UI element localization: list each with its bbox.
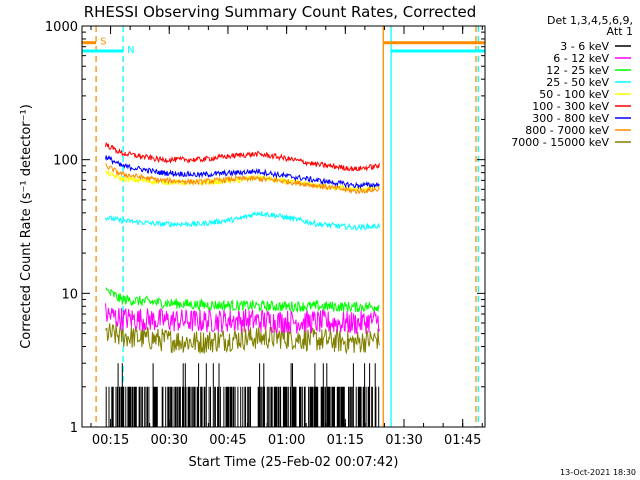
series-6-12-kev: [105, 303, 380, 335]
legend-entry-label: 12 - 25 keV: [546, 64, 609, 77]
y-tick-label: 1: [70, 421, 78, 436]
legend-entry-label: 800 - 7000 keV: [525, 124, 609, 137]
series-trace: [105, 303, 380, 335]
orbit-marker-label: S: [100, 37, 106, 48]
y-axis-label: Corrected Count Rate (s⁻¹ detector⁻¹): [19, 104, 34, 349]
series-trace: [105, 155, 380, 190]
legend-header: Att 1: [607, 25, 633, 38]
series-300-800-kev: [105, 155, 380, 190]
x-tick-label: 01:45: [444, 433, 481, 448]
series-trace: [105, 287, 380, 314]
x-tick-label: 00:15: [92, 433, 129, 448]
legend-entry-label: 3 - 6 keV: [560, 40, 609, 53]
y-axis: 1 10 100 1000: [45, 20, 485, 436]
x-axis-label: Start Time (25-Feb-02 00:07:42): [189, 455, 399, 470]
series-trace: [105, 323, 380, 355]
series-3-6-kev: [105, 363, 380, 427]
y-tick-label: 10: [61, 287, 78, 302]
series-trace: [105, 363, 380, 427]
footer-date: 13-Oct-2021 18:30: [560, 468, 636, 477]
legend-entry-label: 300 - 800 keV: [532, 112, 609, 125]
x-tick-label: 00:45: [209, 433, 246, 448]
legend-header: Det 1,3,4,5,6,9,: [547, 14, 633, 27]
series-trace: [105, 163, 380, 195]
series-100-300-kev: [105, 142, 380, 172]
series-800-7000-kev: [105, 163, 380, 195]
x-tick-label: 01:00: [268, 433, 305, 448]
legend-entry-label: 25 - 50 keV: [546, 76, 609, 89]
orbit-marker-label: N: [127, 45, 134, 56]
x-tick-label: 00:30: [151, 433, 188, 448]
plot-frame: [81, 25, 486, 428]
series-12-25-kev: [105, 287, 380, 314]
chart-title: RHESSI Observing Summary Count Rates, Co…: [84, 3, 477, 21]
y-tick-label: 1000: [45, 20, 78, 35]
x-tick-label: 01:15: [327, 433, 364, 448]
series-7000-15000-kev: [105, 323, 380, 355]
series-25-50-kev: [105, 210, 380, 232]
legend-entry-label: 7000 - 15000 keV: [511, 136, 609, 149]
legend-entry-label: 50 - 100 keV: [539, 88, 609, 101]
series-trace: [105, 142, 380, 172]
plot-area: SN: [82, 26, 485, 427]
x-axis: 00:15 00:30 00:45 01:00 01:15 01:30 01:45: [90, 26, 483, 448]
series-trace: [105, 210, 380, 232]
x-tick-label: 01:30: [385, 433, 422, 448]
legend-entry-label: 6 - 12 keV: [553, 52, 609, 65]
legend-entry-label: 100 - 300 keV: [532, 100, 609, 113]
y-tick-label: 100: [53, 154, 78, 169]
